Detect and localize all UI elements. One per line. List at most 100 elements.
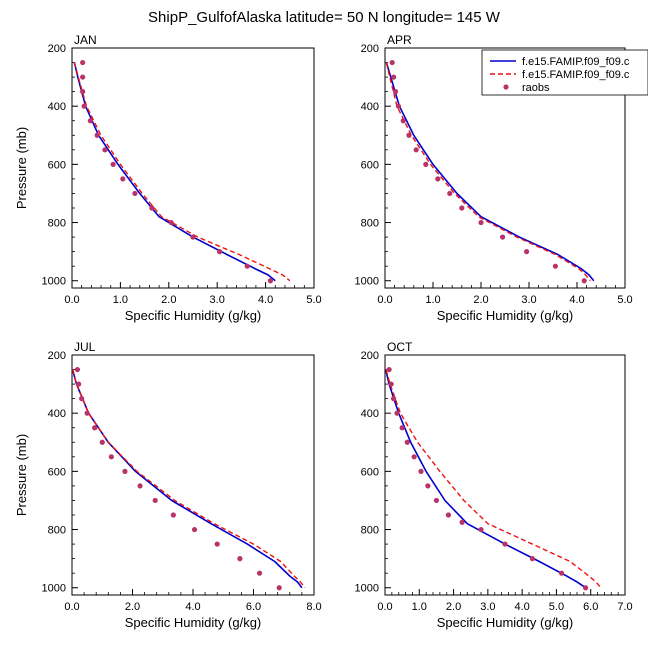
raobs-point bbox=[447, 190, 453, 197]
raobs-point bbox=[392, 89, 399, 95]
series-line-solid bbox=[385, 62, 595, 282]
y-tick-label: 200 bbox=[361, 43, 379, 55]
raobs-point bbox=[76, 381, 82, 387]
x-tick-label: 7.0 bbox=[617, 601, 632, 613]
x-tick-label: 0.0 bbox=[377, 294, 392, 306]
raobs-point bbox=[581, 278, 587, 284]
panel-label: JUL bbox=[74, 340, 96, 354]
y-tick-label: 1000 bbox=[42, 276, 66, 288]
raobs-point bbox=[478, 219, 484, 226]
plot-frame bbox=[384, 354, 626, 596]
y-tick-label: 600 bbox=[361, 159, 379, 171]
x-tick-label: 2.0 bbox=[161, 294, 176, 306]
x-tick-label: 4.0 bbox=[185, 601, 200, 613]
figure-title: ShipP_GulfofAlaska latitude= 50 N longit… bbox=[148, 9, 501, 26]
y-tick-label: 1000 bbox=[355, 583, 379, 595]
raobs-point bbox=[399, 425, 405, 431]
raobs-point bbox=[80, 89, 86, 95]
raobs-point bbox=[99, 439, 105, 445]
raobs-point bbox=[80, 74, 86, 80]
raobs-point bbox=[423, 161, 429, 167]
raobs-point bbox=[524, 249, 530, 255]
raobs-point bbox=[79, 396, 85, 402]
raobs-point bbox=[413, 147, 419, 153]
x-tick-label: 1.0 bbox=[425, 294, 440, 306]
raobs-point bbox=[110, 161, 116, 167]
y-tick-label: 1000 bbox=[42, 583, 66, 595]
y-tick-label: 200 bbox=[48, 43, 66, 55]
x-tick-label: 0.0 bbox=[64, 294, 79, 306]
y-tick-label: 600 bbox=[361, 466, 379, 478]
x-tick-label: 0.0 bbox=[64, 601, 79, 613]
series-line-solid bbox=[73, 62, 276, 282]
y-tick-label: 600 bbox=[48, 159, 66, 171]
panel-jan: JAN 0.0 1.0 2.0 3.0 4.0 5.0 200 400 600 800 1000 Spe… bbox=[14, 33, 322, 323]
panel-jul: JUL 0.0 2.0 4.0 6.0 8.0 200 400 600 800 1000 Specif… bbox=[14, 340, 322, 630]
raobs-point bbox=[214, 541, 220, 547]
raobs-point bbox=[102, 147, 108, 153]
x-tick-label: 6.0 bbox=[583, 601, 598, 613]
raobs-point bbox=[217, 249, 223, 255]
x-tick-label: 1.0 bbox=[412, 601, 427, 613]
y-tick-label: 800 bbox=[48, 525, 66, 537]
series-line-dashed bbox=[385, 369, 602, 589]
raobs-point bbox=[500, 234, 506, 240]
raobs-point bbox=[394, 410, 400, 416]
x-tick-label: 5.0 bbox=[549, 601, 564, 613]
x-tick-label: 5.0 bbox=[617, 294, 632, 306]
raobs-point bbox=[122, 468, 128, 474]
panel-label: JAN bbox=[74, 33, 97, 47]
y-tick-label: 400 bbox=[361, 101, 379, 113]
raobs-point bbox=[168, 219, 174, 226]
raobs-point bbox=[445, 512, 452, 518]
raobs-point bbox=[92, 425, 98, 431]
raobs-point bbox=[87, 118, 93, 124]
raobs-point bbox=[149, 205, 155, 211]
raobs-point bbox=[433, 497, 440, 504]
x-tick-label: 4.0 bbox=[258, 294, 273, 306]
raobs-point bbox=[435, 176, 441, 182]
legend-label-raobs: raobs bbox=[522, 82, 550, 94]
raobs-point bbox=[120, 176, 126, 182]
raobs-point bbox=[81, 103, 87, 109]
legend-label-solid: f.e15.FAMIP.f09_f09.c bbox=[522, 56, 630, 68]
raobs-point bbox=[386, 366, 392, 373]
raobs-point bbox=[478, 526, 484, 533]
y-tick-label: 800 bbox=[48, 218, 66, 230]
x-tick-label: 4.0 bbox=[569, 294, 584, 306]
raobs-point bbox=[152, 497, 158, 504]
y-tick-label: 1000 bbox=[355, 276, 379, 288]
raobs-point bbox=[411, 454, 417, 460]
raobs-point bbox=[94, 132, 100, 138]
raobs-point bbox=[459, 205, 465, 211]
series-line-solid bbox=[384, 369, 587, 589]
legend-raobs-marker bbox=[503, 84, 509, 90]
y-tick-label: 400 bbox=[361, 408, 379, 420]
x-tick-label: 6.0 bbox=[246, 601, 261, 613]
raobs-point bbox=[418, 468, 424, 474]
raobs-point bbox=[137, 483, 143, 489]
panel-label: OCT bbox=[387, 340, 413, 354]
x-axis-title: Specific Humidity (g/kg) bbox=[437, 615, 574, 630]
raobs-point bbox=[74, 366, 81, 373]
raobs-point bbox=[400, 118, 406, 124]
x-axis-title: Specific Humidity (g/kg) bbox=[125, 308, 262, 323]
panel-apr: APR 0.0 1.0 2.0 3.0 4.0 5.0 200 400 600 800 1000 Spe… bbox=[355, 33, 633, 323]
raobs-point bbox=[244, 263, 250, 269]
series-line-dashed bbox=[73, 62, 291, 282]
x-axis-title: Specific Humidity (g/kg) bbox=[125, 615, 262, 630]
raobs-point bbox=[406, 132, 412, 138]
legend: f.e15.FAMIP.f09_f09.c f.e15.FAMIP.f09_f0… bbox=[481, 49, 648, 96]
raobs-point bbox=[267, 278, 274, 284]
raobs-point bbox=[391, 74, 397, 80]
raobs-point bbox=[425, 483, 431, 489]
x-tick-label: 3.0 bbox=[480, 601, 495, 613]
raobs-point bbox=[237, 556, 243, 562]
y-tick-label: 200 bbox=[361, 350, 379, 362]
raobs-point bbox=[191, 526, 198, 533]
legend-label-dashed: f.e15.FAMIP.f09_f09.c bbox=[522, 69, 630, 81]
y-tick-label: 200 bbox=[48, 350, 66, 362]
y-axis-title: Pressure (mb) bbox=[14, 127, 29, 209]
